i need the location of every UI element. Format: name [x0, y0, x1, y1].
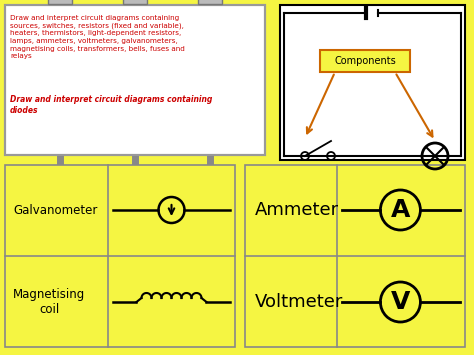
- Text: Ammeter: Ammeter: [255, 201, 339, 219]
- Text: Voltmeter: Voltmeter: [255, 293, 343, 311]
- Bar: [198, 0, 222, 4]
- Text: Draw and interpret circuit diagrams containing
sources, switches, resistors (fix: Draw and interpret circuit diagrams cont…: [10, 15, 185, 59]
- Bar: [280, 5, 465, 160]
- Bar: [48, 0, 72, 4]
- Text: V: V: [391, 290, 410, 314]
- Text: Magnetising
coil: Magnetising coil: [13, 288, 85, 316]
- Text: A: A: [391, 198, 410, 222]
- Bar: [5, 5, 265, 155]
- Text: Galvanometer: Galvanometer: [13, 203, 97, 217]
- Bar: [320, 50, 410, 72]
- Bar: [123, 0, 147, 4]
- Bar: [245, 165, 465, 347]
- Text: Components: Components: [334, 56, 396, 66]
- Bar: [5, 165, 235, 347]
- Text: Draw and interpret circuit diagrams containing
diodes: Draw and interpret circuit diagrams cont…: [10, 95, 212, 115]
- Bar: [5, 5, 265, 155]
